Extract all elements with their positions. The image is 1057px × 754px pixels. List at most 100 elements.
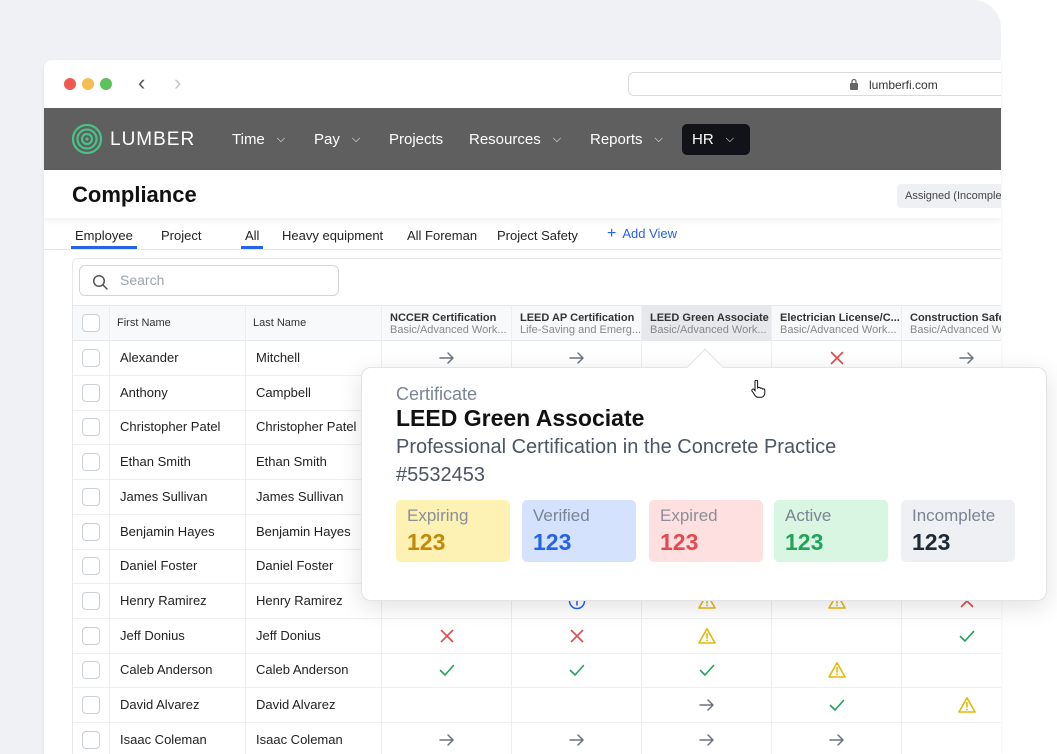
column-nccer-certification[interactable]: NCCER Certification Basic/Advanced Work.… [382, 306, 512, 341]
status-cell[interactable] [902, 688, 1001, 722]
view-tab-all[interactable]: All [240, 228, 265, 249]
first-name-cell: Isaac Coleman [120, 731, 207, 747]
first-name-cell: Caleb Anderson [120, 662, 213, 678]
view-tab-all-foreman[interactable]: All Foreman [407, 228, 478, 243]
table-row[interactable]: Caleb Anderson Caleb Anderson [73, 653, 1001, 689]
stat-incomplete[interactable]: Incomplete 123 [901, 500, 1015, 562]
column-last-name[interactable]: Last Name [245, 306, 381, 341]
status-cell[interactable] [512, 723, 642, 754]
status-cell[interactable] [382, 619, 512, 653]
row-checkbox[interactable] [82, 349, 100, 367]
column-title: LEED AP Certification [520, 312, 635, 324]
last-name-cell: Caleb Anderson [256, 662, 349, 678]
row-checkbox[interactable] [82, 522, 100, 541]
status-cell[interactable] [382, 723, 512, 754]
stat-expired[interactable]: Expired 123 [649, 500, 763, 562]
status-cell[interactable] [902, 341, 1001, 375]
stat-value: 123 [912, 529, 951, 555]
row-checkbox[interactable] [82, 591, 100, 610]
stat-label: Incomplete [912, 506, 996, 525]
row-checkbox[interactable] [82, 730, 100, 749]
menu-label: Time [232, 131, 265, 148]
first-name-cell: Christopher Patel [120, 419, 221, 435]
close-window-button[interactable] [64, 78, 76, 90]
status-cell[interactable] [512, 341, 642, 375]
column-electrician-license[interactable]: Electrician License/C... Basic/Advanced … [772, 306, 902, 341]
select-all-checkbox[interactable] [82, 314, 100, 332]
status-cell[interactable] [902, 619, 1001, 653]
menu-projects[interactable]: Projects [389, 124, 443, 155]
row-checkbox[interactable] [82, 453, 100, 472]
stat-verified[interactable]: Verified 123 [522, 500, 636, 562]
forward-arrow-icon[interactable]: › [174, 70, 182, 95]
maximize-window-button[interactable] [100, 78, 112, 90]
logo-text: LUMBER [110, 129, 196, 150]
status-cell[interactable] [772, 723, 902, 754]
arrow-right-icon [699, 699, 714, 711]
status-cell[interactable] [772, 688, 902, 722]
search-icon [92, 274, 108, 290]
row-checkbox[interactable] [82, 383, 100, 402]
column-leed-ap-certification[interactable]: LEED AP Certification Life-Saving and Em… [512, 306, 642, 341]
row-checkbox[interactable] [82, 626, 100, 645]
status-cell[interactable] [772, 653, 902, 687]
column-construction-safety[interactable]: Construction Safety Basic/Advanced Work [902, 306, 1001, 341]
menu-pay[interactable]: Pay ⌵ [314, 124, 360, 155]
status-cell[interactable] [382, 341, 512, 375]
menu-label: Projects [389, 131, 444, 148]
row-checkbox[interactable] [82, 661, 100, 680]
row-checkbox[interactable] [82, 418, 100, 437]
page-header: Compliance Assigned (Incomplete) [44, 170, 1001, 218]
status-cell[interactable] [512, 619, 642, 653]
stat-expiring[interactable]: Expiring 123 [396, 500, 510, 562]
stat-value: 123 [660, 529, 699, 555]
lumber-logo-icon[interactable] [72, 124, 102, 154]
view-tab-project-safety[interactable]: Project Safety [497, 228, 578, 243]
status-cell[interactable] [512, 653, 642, 687]
status-cell[interactable] [642, 619, 772, 653]
check-icon [699, 664, 715, 677]
row-checkbox[interactable] [82, 487, 100, 506]
first-name-cell: Jeff Donius [120, 627, 185, 643]
last-name-cell: David Alvarez [256, 697, 336, 712]
menu-hr[interactable]: HR ⌵ [682, 124, 751, 155]
stat-active[interactable]: Active 123 [774, 500, 888, 562]
search-box[interactable] [79, 265, 339, 296]
page-title: Compliance [72, 182, 197, 207]
status-cell[interactable] [772, 341, 902, 375]
menu-time[interactable]: Time ⌵ [232, 124, 285, 155]
last-name-cell: Campbell [256, 384, 311, 400]
table-row[interactable]: Jeff Donius Jeff Donius [73, 619, 1001, 654]
first-name-cell: Alexander [120, 350, 179, 365]
column-title: LEED Green Associate [650, 312, 769, 324]
status-cell[interactable] [642, 723, 772, 754]
tab-project[interactable]: Project [161, 228, 202, 243]
arrow-right-icon [439, 352, 454, 364]
status-cell[interactable] [642, 688, 772, 722]
address-bar[interactable]: lumberfi.com [628, 72, 1001, 96]
status-cell[interactable] [382, 653, 512, 687]
status-cell [382, 688, 512, 722]
browser-toolbar: ‹ › lumberfi.com [44, 60, 1001, 108]
tab-bar: Employee Project All Heavy equipment All… [44, 220, 1001, 250]
add-view-button[interactable]: + Add View [607, 225, 677, 243]
column-subtitle: Life-Saving and Emerg... [520, 324, 642, 336]
row-checkbox[interactable] [82, 696, 100, 714]
view-tab-heavy-equipment[interactable]: Heavy equipment [282, 228, 384, 243]
menu-resources[interactable]: Resources ⌵ [469, 124, 561, 155]
column-leed-green-associate[interactable]: LEED Green Associate Basic/Advanced Work… [642, 306, 772, 341]
column-subtitle: Basic/Advanced Work [910, 324, 1001, 336]
minimize-window-button[interactable] [82, 78, 94, 90]
table-row[interactable]: David Alvarez David Alvarez [73, 688, 1001, 723]
table-row[interactable]: Ethan Smith Ethan Smith [73, 445, 1001, 481]
column-first-name[interactable]: First Name [109, 306, 245, 341]
warning-icon [698, 627, 716, 644]
tab-employee[interactable]: Employee [71, 228, 137, 249]
table-row[interactable]: Isaac Coleman Isaac Coleman [73, 723, 1001, 754]
menu-reports[interactable]: Reports ⌵ [590, 124, 663, 155]
status-cell[interactable] [642, 653, 772, 687]
back-arrow-icon[interactable]: ‹ [138, 70, 146, 95]
assigned-filter-button[interactable]: Assigned (Incomplete) [897, 184, 1001, 208]
row-checkbox[interactable] [82, 557, 100, 576]
search-input[interactable] [120, 272, 320, 288]
